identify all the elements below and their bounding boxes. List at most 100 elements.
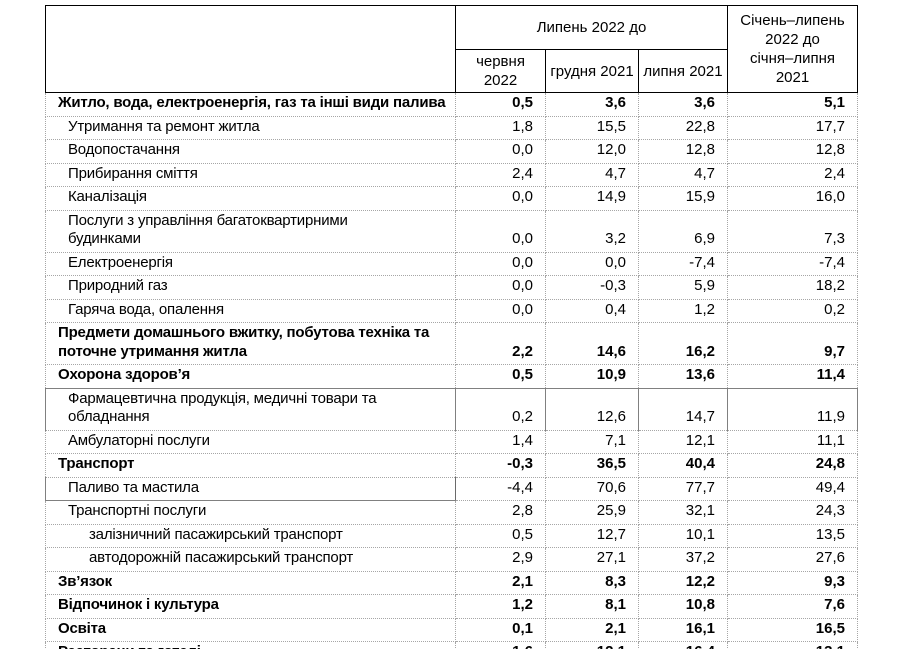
value-cell: 3,2	[545, 209, 639, 253]
value-cell: 22,8	[638, 115, 728, 140]
value-cell: 32,1	[638, 500, 728, 525]
value-cell: 24,3	[727, 500, 858, 525]
row-label: Послуги з управління багатоквартирними б…	[45, 209, 456, 253]
value-cell: 0,0	[545, 251, 639, 276]
row-label: автодорожній пасажирський транспорт	[45, 547, 456, 572]
header-group-july-2022: Липень 2022 до	[455, 5, 728, 50]
row-label: Транспортні послуги	[45, 500, 456, 525]
header-corner-cell	[45, 5, 456, 93]
value-cell: 15,9	[638, 186, 728, 211]
value-cell: 2,4	[727, 162, 858, 187]
table-row: Природний газ 0,0 -0,3 5,9 18,2	[45, 275, 858, 300]
value-cell: 2,8	[455, 500, 546, 525]
value-cell: 0,2	[455, 387, 546, 431]
table-row: Утримання та ремонт житла 1,8 15,5 22,8 17,7	[45, 115, 858, 140]
table-row: Освіта 0,1 2,1 16,1 16,5	[45, 617, 858, 642]
value-cell: 0,0	[455, 298, 546, 323]
value-cell: 36,5	[545, 453, 639, 478]
row-label: Фармацевтична продукція, медичні товари …	[45, 387, 456, 431]
value-cell: 0,5	[455, 92, 546, 117]
value-cell: 16,0	[727, 186, 858, 211]
row-label: Транспорт	[45, 453, 456, 478]
table-row: Прибирання сміття 2,4 4,7 4,7 2,4	[45, 162, 858, 187]
value-cell: 5,9	[638, 275, 728, 300]
value-cell: 11,1	[727, 429, 858, 454]
value-cell: 1,2	[455, 594, 546, 619]
value-cell: 13,5	[727, 523, 858, 548]
value-cell: 2,1	[545, 617, 639, 642]
value-cell: 8,3	[545, 570, 639, 595]
header-col-june-2022: червня 2022	[455, 49, 546, 93]
table-row: Ресторани та готелі1,612,116,413,1	[45, 641, 858, 649]
value-cell: 16,2	[638, 322, 728, 365]
table-row: Послуги з управління багатоквартирними б…	[45, 209, 858, 253]
row-label: Ресторани та готелі	[45, 641, 456, 649]
row-label: Електроенергія	[45, 251, 456, 276]
row-label: залізничний пасажирський транспорт	[45, 523, 456, 548]
table-row: Транспорт -0,3 36,5 40,4 24,8	[45, 453, 858, 478]
value-cell: 5,1	[727, 92, 858, 117]
value-cell: 2,1	[455, 570, 546, 595]
value-cell: 12,2	[638, 570, 728, 595]
table-row: Амбулаторні послуги 1,4 7,1 12,1 11,1	[45, 429, 858, 454]
value-cell: 18,2	[727, 275, 858, 300]
value-cell: 7,6	[727, 594, 858, 619]
value-cell: 14,9	[545, 186, 639, 211]
table-row: автодорожній пасажирський транспорт 2,9 27…	[45, 547, 858, 572]
value-cell: -7,4	[727, 251, 858, 276]
value-cell: 10,8	[638, 594, 728, 619]
value-cell: 0,0	[455, 209, 546, 253]
table-row: Паливо та мастила -4,4 70,6 77,7 49,4	[45, 476, 858, 501]
row-label: Освіта	[45, 617, 456, 642]
table-row: Каналізація 0,0 14,9 15,9 16,0	[45, 186, 858, 211]
value-cell: 0,0	[455, 186, 546, 211]
table-row: залізничний пасажирський транспорт 0,5 12,…	[45, 523, 858, 548]
table-row: Фармацевтична продукція, медичні товари …	[45, 387, 858, 431]
table-row: Електроенергія 0,0 0,0 -7,4 -7,4	[45, 251, 858, 276]
value-cell: 7,1	[545, 429, 639, 454]
row-label: Гаряча вода, опалення	[45, 298, 456, 323]
value-cell: 3,6	[545, 92, 639, 117]
value-cell: 24,8	[727, 453, 858, 478]
value-cell: 6,9	[638, 209, 728, 253]
value-cell: 0,4	[545, 298, 639, 323]
value-cell: 40,4	[638, 453, 728, 478]
value-cell: 13,1	[727, 641, 858, 649]
value-cell: 77,7	[638, 476, 728, 501]
value-cell: 16,4	[638, 641, 728, 649]
value-cell: 0,1	[455, 617, 546, 642]
row-label: Охорона здоров’я	[45, 364, 456, 389]
row-label: Прибирання сміття	[45, 162, 456, 187]
value-cell: 27,1	[545, 547, 639, 572]
value-cell: 1,2	[638, 298, 728, 323]
value-cell: 37,2	[638, 547, 728, 572]
value-cell: 12,7	[545, 523, 639, 548]
clipped-text-fragment	[750, 0, 820, 4]
table-body: Житло, вода, електроенергія, газ та інші…	[45, 92, 858, 649]
value-cell: 11,4	[727, 364, 858, 389]
value-cell: 10,1	[638, 523, 728, 548]
value-cell: 14,6	[545, 322, 639, 365]
value-cell: 0,0	[455, 251, 546, 276]
value-cell: 12,1	[638, 429, 728, 454]
value-cell: 2,9	[455, 547, 546, 572]
value-cell: 0,2	[727, 298, 858, 323]
value-cell: 70,6	[545, 476, 639, 501]
value-cell: 11,9	[727, 387, 858, 431]
row-label: Предмети домашнього вжитку, побутова тех…	[45, 322, 456, 365]
row-label: Водопостачання	[45, 139, 456, 164]
value-cell: 15,5	[545, 115, 639, 140]
table-header: Липень 2022 до Січень–липень 2022 до січ…	[45, 5, 858, 93]
row-label: Утримання та ремонт житла	[45, 115, 456, 140]
value-cell: 8,1	[545, 594, 639, 619]
table-row: Транспортні послуги 2,8 25,9 32,1 24,3	[45, 500, 858, 525]
value-cell: 17,7	[727, 115, 858, 140]
value-cell: 9,3	[727, 570, 858, 595]
table-row: Відпочинок і культура 1,2 8,1 10,8 7,6	[45, 594, 858, 619]
header-col-july-2021: липня 2021	[638, 49, 728, 93]
value-cell: 27,6	[727, 547, 858, 572]
value-cell: 13,6	[638, 364, 728, 389]
value-cell: -4,4	[455, 476, 546, 501]
value-cell: 2,4	[455, 162, 546, 187]
value-cell: 0,0	[455, 275, 546, 300]
